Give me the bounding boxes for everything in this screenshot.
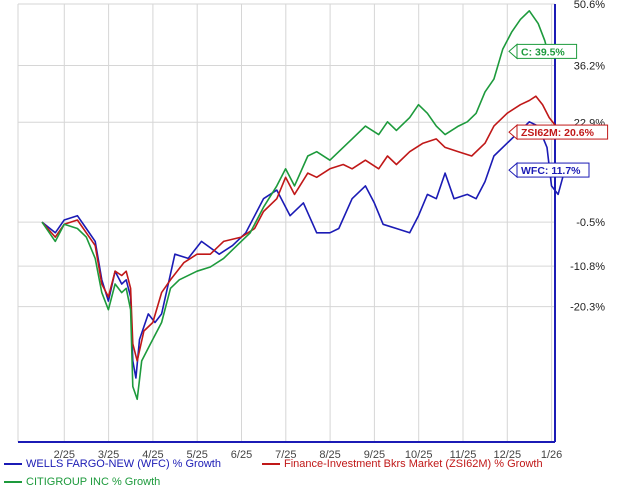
- y-tick-label: -20.3%: [570, 302, 605, 314]
- y-tick-label: 50.6%: [574, 0, 605, 11]
- y-tick-label: -10.8%: [570, 261, 605, 273]
- grid-layer: [17, 3, 555, 442]
- legend-label-zsi62m: Finance-Investment Bkrs Market (ZSI62M) …: [284, 458, 543, 470]
- x-tick-label: 9/25: [364, 449, 385, 461]
- legend-label-citigroup: CITIGROUP INC % Growth: [26, 476, 161, 488]
- end-label-text: ZSI62M: 20.6%: [521, 127, 595, 139]
- series-line-1: [41, 95, 566, 362]
- x-tick-label: 1/26: [541, 449, 562, 461]
- end-label-box: [516, 124, 609, 140]
- legend-label-wfc: WELLS FARGO-NEW (WFC) % Growth: [26, 458, 221, 470]
- legend-swatch-citigroup: [4, 481, 22, 483]
- legend-item-citigroup: CITIGROUP INC % Growth: [4, 476, 160, 488]
- x-tick-label: 4/25: [142, 449, 163, 461]
- x-tick-label: 3/25: [98, 449, 119, 461]
- x-tick-label: 7/25: [275, 449, 296, 461]
- legend-swatch-zsi62m: [262, 463, 280, 465]
- end-label-layer: WFC: 11.7% ZSI62M: 20.6% C: 39.5%: [508, 43, 609, 179]
- legend-item-zsi62m: Finance-Investment Bkrs Market (ZSI62M) …: [262, 458, 543, 470]
- x-tick-label: 8/25: [319, 449, 340, 461]
- x-tick-label: 12/25: [494, 449, 522, 461]
- series-layer: [41, 10, 566, 401]
- series-line-2: [41, 10, 565, 401]
- end-label-box: [516, 43, 578, 59]
- series-line-0: [41, 121, 566, 379]
- end-label-text: C: 39.5%: [521, 46, 565, 58]
- y-tick-label: 36.2%: [574, 60, 605, 72]
- y-tick-label: -0.5%: [576, 217, 605, 229]
- x-tick-label: 6/25: [231, 449, 252, 461]
- x-tick-label: 10/25: [405, 449, 433, 461]
- end-label-box: [516, 162, 590, 178]
- x-tick-label: 5/25: [186, 449, 207, 461]
- x-tick-label: 2/25: [54, 449, 75, 461]
- legend-item-wfc: WELLS FARGO-NEW (WFC) % Growth: [4, 458, 221, 470]
- plot-area: [18, 4, 555, 442]
- x-tick-label: 11/25: [450, 449, 477, 461]
- end-label-text: WFC: 11.7%: [521, 165, 581, 177]
- axis-layer: 2/25 3/25 4/25 5/25 6/25 7/25 8/25 9/25 10/25 11/…: [18, 0, 605, 461]
- legend-swatch-wfc: [4, 463, 22, 465]
